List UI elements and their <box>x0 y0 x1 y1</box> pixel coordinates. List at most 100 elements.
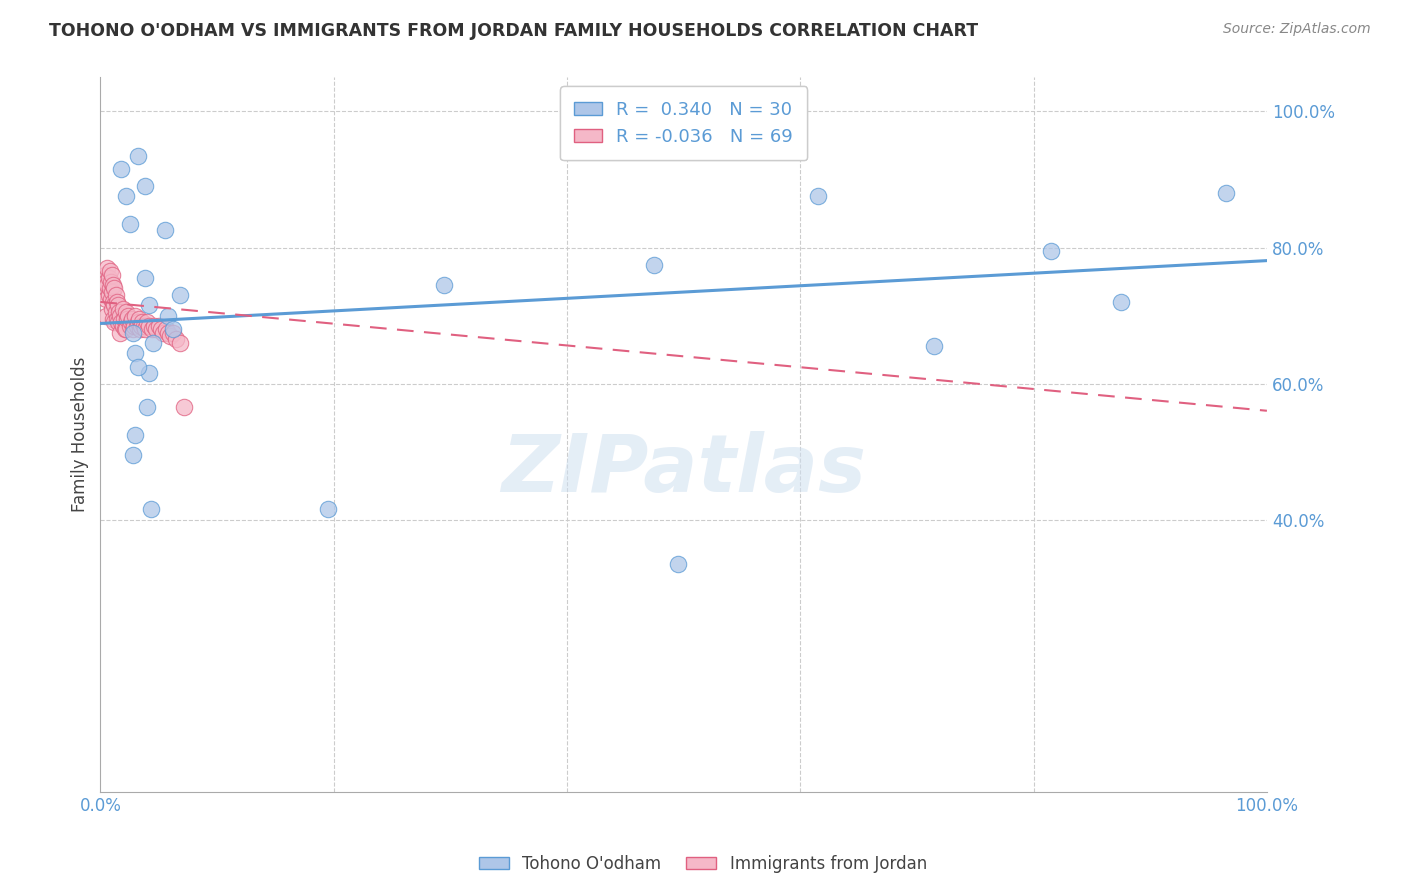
Point <box>96 309 118 323</box>
Point <box>138 318 160 333</box>
Text: TOHONO O'ODHAM VS IMMIGRANTS FROM JORDAN FAMILY HOUSEHOLDS CORRELATION CHART: TOHONO O'ODHAM VS IMMIGRANTS FROM JORDAN… <box>49 22 979 40</box>
Point <box>159 329 181 343</box>
Point <box>142 335 165 350</box>
Point <box>134 271 156 285</box>
Point <box>155 322 177 336</box>
Point <box>96 292 118 306</box>
Point <box>666 557 689 571</box>
Point <box>139 502 162 516</box>
Point <box>1215 186 1237 200</box>
Point <box>101 268 124 282</box>
Point <box>100 292 122 306</box>
Point <box>96 260 118 275</box>
Point <box>107 298 129 312</box>
Legend: R =  0.340   N = 30, R = -0.036   N = 69: R = 0.340 N = 30, R = -0.036 N = 69 <box>560 87 807 161</box>
Text: ZIPatlas: ZIPatlas <box>501 432 866 509</box>
Point <box>121 312 143 326</box>
Point <box>103 277 125 292</box>
Point <box>98 264 121 278</box>
Point <box>173 401 195 415</box>
Point <box>316 502 339 516</box>
Point <box>143 318 166 333</box>
Point <box>127 315 149 329</box>
Point <box>125 318 148 333</box>
Point <box>148 318 170 333</box>
Point <box>156 309 179 323</box>
Point <box>118 318 141 333</box>
Point <box>152 326 174 340</box>
Legend: Tohono O'odham, Immigrants from Jordan: Tohono O'odham, Immigrants from Jordan <box>472 848 934 880</box>
Point <box>127 149 149 163</box>
Point <box>97 288 120 302</box>
Point <box>114 322 136 336</box>
Point <box>103 298 125 312</box>
Point <box>122 326 145 340</box>
Point <box>103 312 125 326</box>
Point <box>112 312 135 326</box>
Point <box>115 312 138 326</box>
Point <box>104 305 127 319</box>
Point <box>107 315 129 329</box>
Point <box>124 346 146 360</box>
Point <box>111 301 134 316</box>
Point <box>105 312 128 326</box>
Point <box>145 322 167 336</box>
Point <box>104 288 127 302</box>
Point <box>924 339 946 353</box>
Point <box>101 285 124 299</box>
Point <box>162 322 184 336</box>
Point <box>122 448 145 462</box>
Point <box>105 294 128 309</box>
Point <box>136 401 159 415</box>
Point <box>128 312 150 326</box>
Point <box>127 359 149 374</box>
Point <box>94 285 117 299</box>
Point <box>138 367 160 381</box>
Point <box>108 326 131 340</box>
Text: Source: ZipAtlas.com: Source: ZipAtlas.com <box>1223 22 1371 37</box>
Point <box>150 322 173 336</box>
Point <box>120 315 142 329</box>
Point <box>153 223 176 237</box>
Point <box>122 318 145 333</box>
Point <box>124 427 146 442</box>
Point <box>1040 244 1063 258</box>
Point <box>165 332 187 346</box>
Point <box>643 258 665 272</box>
Point <box>129 322 152 336</box>
Point <box>117 309 139 323</box>
Point <box>111 318 134 333</box>
Point <box>136 315 159 329</box>
Point <box>807 189 830 203</box>
Point <box>132 318 155 333</box>
Y-axis label: Family Households: Family Households <box>72 357 89 512</box>
Point <box>1109 294 1132 309</box>
Point <box>141 322 163 336</box>
Point <box>94 268 117 282</box>
Point <box>115 305 138 319</box>
Point <box>115 322 138 336</box>
Point <box>122 322 145 336</box>
Point <box>103 294 125 309</box>
Point <box>108 305 131 319</box>
Point <box>96 275 118 289</box>
Point <box>129 318 152 333</box>
Point <box>110 162 132 177</box>
Point <box>169 288 191 302</box>
Point <box>156 326 179 340</box>
Point <box>169 335 191 350</box>
Point <box>433 277 456 292</box>
Point <box>115 189 138 203</box>
Point <box>98 281 121 295</box>
Point <box>97 271 120 285</box>
Point <box>103 315 125 329</box>
Point <box>134 322 156 336</box>
Point <box>103 281 125 295</box>
Point <box>110 315 132 329</box>
Point <box>100 275 122 289</box>
Point <box>666 104 689 119</box>
Point <box>162 326 184 340</box>
Point <box>134 179 156 194</box>
Point <box>101 301 124 316</box>
Point <box>138 298 160 312</box>
